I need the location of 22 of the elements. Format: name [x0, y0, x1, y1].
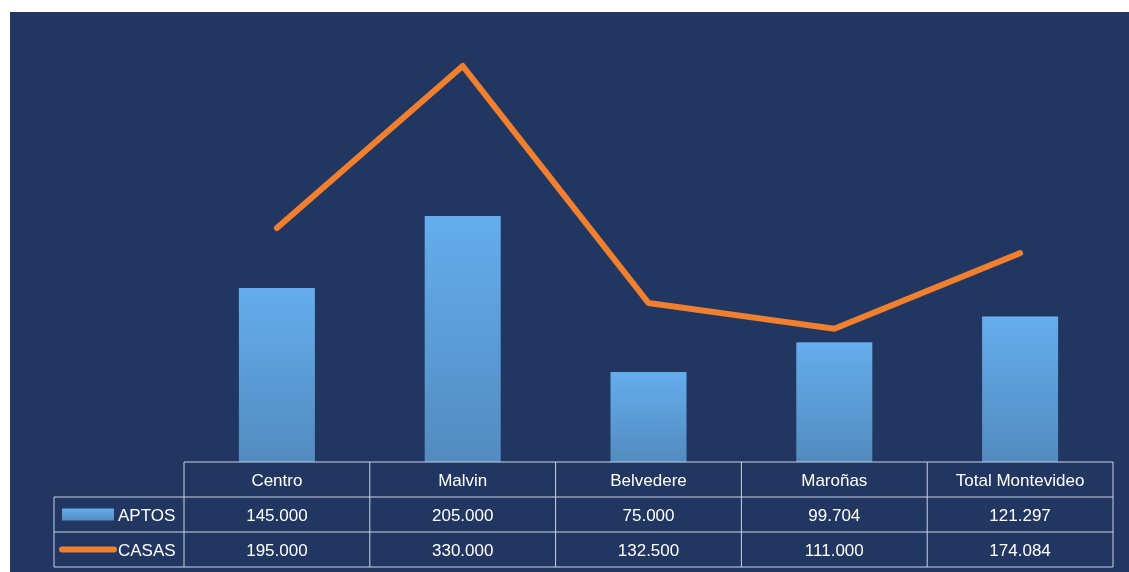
data-label: 195.000 [246, 540, 308, 560]
data-label: 145.000 [246, 505, 308, 525]
data-label: 121.297 [989, 505, 1051, 525]
data-label: 75.000 [622, 505, 675, 525]
x-tick-label: Belvedere [610, 470, 687, 490]
bar [610, 372, 687, 462]
x-tick-label: Maroñas [801, 470, 868, 490]
bar [796, 342, 873, 462]
x-tick-label: Centro [251, 470, 303, 490]
data-label: 99.704 [808, 505, 861, 525]
x-tick-label: Malvin [438, 470, 488, 490]
legend-label: APTOS [118, 505, 176, 525]
bar [982, 316, 1059, 462]
bar [238, 288, 315, 462]
data-label: 132.500 [617, 540, 680, 560]
legend-label: CASAS [118, 540, 176, 560]
bar [424, 216, 501, 462]
x-tick-label: Total Montevideo [955, 470, 1085, 490]
data-label: 330.000 [431, 540, 494, 560]
data-label: 111.000 [804, 540, 864, 560]
data-label: 205.000 [431, 505, 494, 525]
data-label: 174.084 [989, 540, 1051, 560]
